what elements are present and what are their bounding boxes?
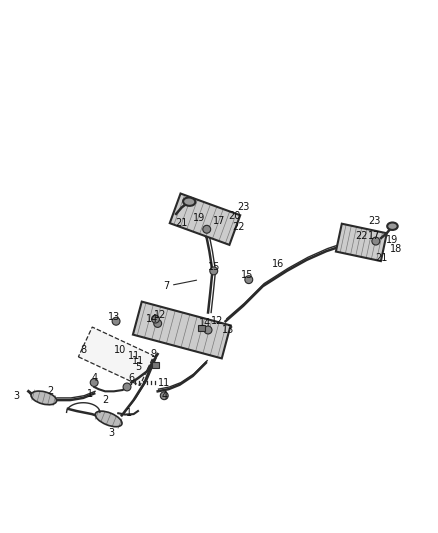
Text: 20: 20: [228, 211, 240, 221]
Ellipse shape: [95, 411, 122, 427]
Text: 10: 10: [114, 345, 127, 355]
Text: 8: 8: [80, 345, 86, 355]
Text: 15: 15: [208, 262, 221, 271]
Text: 21: 21: [375, 253, 387, 263]
Text: 13: 13: [108, 312, 120, 322]
Polygon shape: [170, 193, 240, 245]
Text: 6: 6: [128, 373, 134, 383]
Text: 2: 2: [102, 395, 108, 405]
Circle shape: [160, 392, 168, 400]
Circle shape: [112, 317, 120, 325]
Text: 3: 3: [14, 391, 20, 401]
Text: 13: 13: [222, 325, 234, 335]
Ellipse shape: [183, 198, 195, 206]
Circle shape: [90, 378, 98, 386]
Circle shape: [123, 383, 131, 391]
Text: 4: 4: [161, 391, 167, 401]
Text: 15: 15: [241, 270, 254, 280]
Polygon shape: [152, 362, 159, 368]
Circle shape: [152, 315, 159, 323]
Polygon shape: [133, 302, 231, 358]
Text: 18: 18: [390, 244, 403, 254]
Text: 2: 2: [47, 386, 53, 397]
Text: 23: 23: [237, 203, 249, 212]
Text: 19: 19: [386, 235, 398, 245]
Circle shape: [245, 276, 253, 284]
Text: 12: 12: [154, 310, 166, 320]
Text: 17: 17: [213, 215, 225, 225]
Ellipse shape: [387, 222, 398, 230]
Text: 11: 11: [158, 377, 170, 387]
Polygon shape: [336, 224, 387, 261]
Text: 5: 5: [135, 362, 141, 372]
Polygon shape: [198, 325, 205, 331]
Circle shape: [210, 267, 218, 275]
Text: 22: 22: [233, 222, 245, 232]
Text: 14: 14: [146, 314, 159, 324]
Text: 4: 4: [91, 373, 97, 383]
Text: 22: 22: [355, 231, 367, 241]
Text: 14: 14: [199, 318, 211, 328]
Circle shape: [154, 319, 162, 327]
Text: 9: 9: [150, 349, 156, 359]
Text: 19: 19: [193, 213, 205, 223]
Text: 21: 21: [176, 217, 188, 228]
Text: 1: 1: [87, 389, 93, 399]
Text: 11: 11: [127, 351, 140, 361]
Text: 1: 1: [126, 408, 132, 418]
Ellipse shape: [31, 391, 57, 405]
Circle shape: [372, 237, 380, 245]
Text: 16: 16: [272, 260, 284, 269]
Circle shape: [204, 326, 212, 334]
Text: 23: 23: [368, 215, 381, 225]
Text: 12: 12: [211, 316, 223, 326]
Polygon shape: [78, 327, 154, 385]
Text: 3: 3: [109, 428, 115, 438]
Text: 17: 17: [368, 231, 381, 241]
Text: 11: 11: [132, 356, 144, 366]
Text: 7: 7: [163, 281, 170, 291]
Circle shape: [203, 225, 211, 233]
